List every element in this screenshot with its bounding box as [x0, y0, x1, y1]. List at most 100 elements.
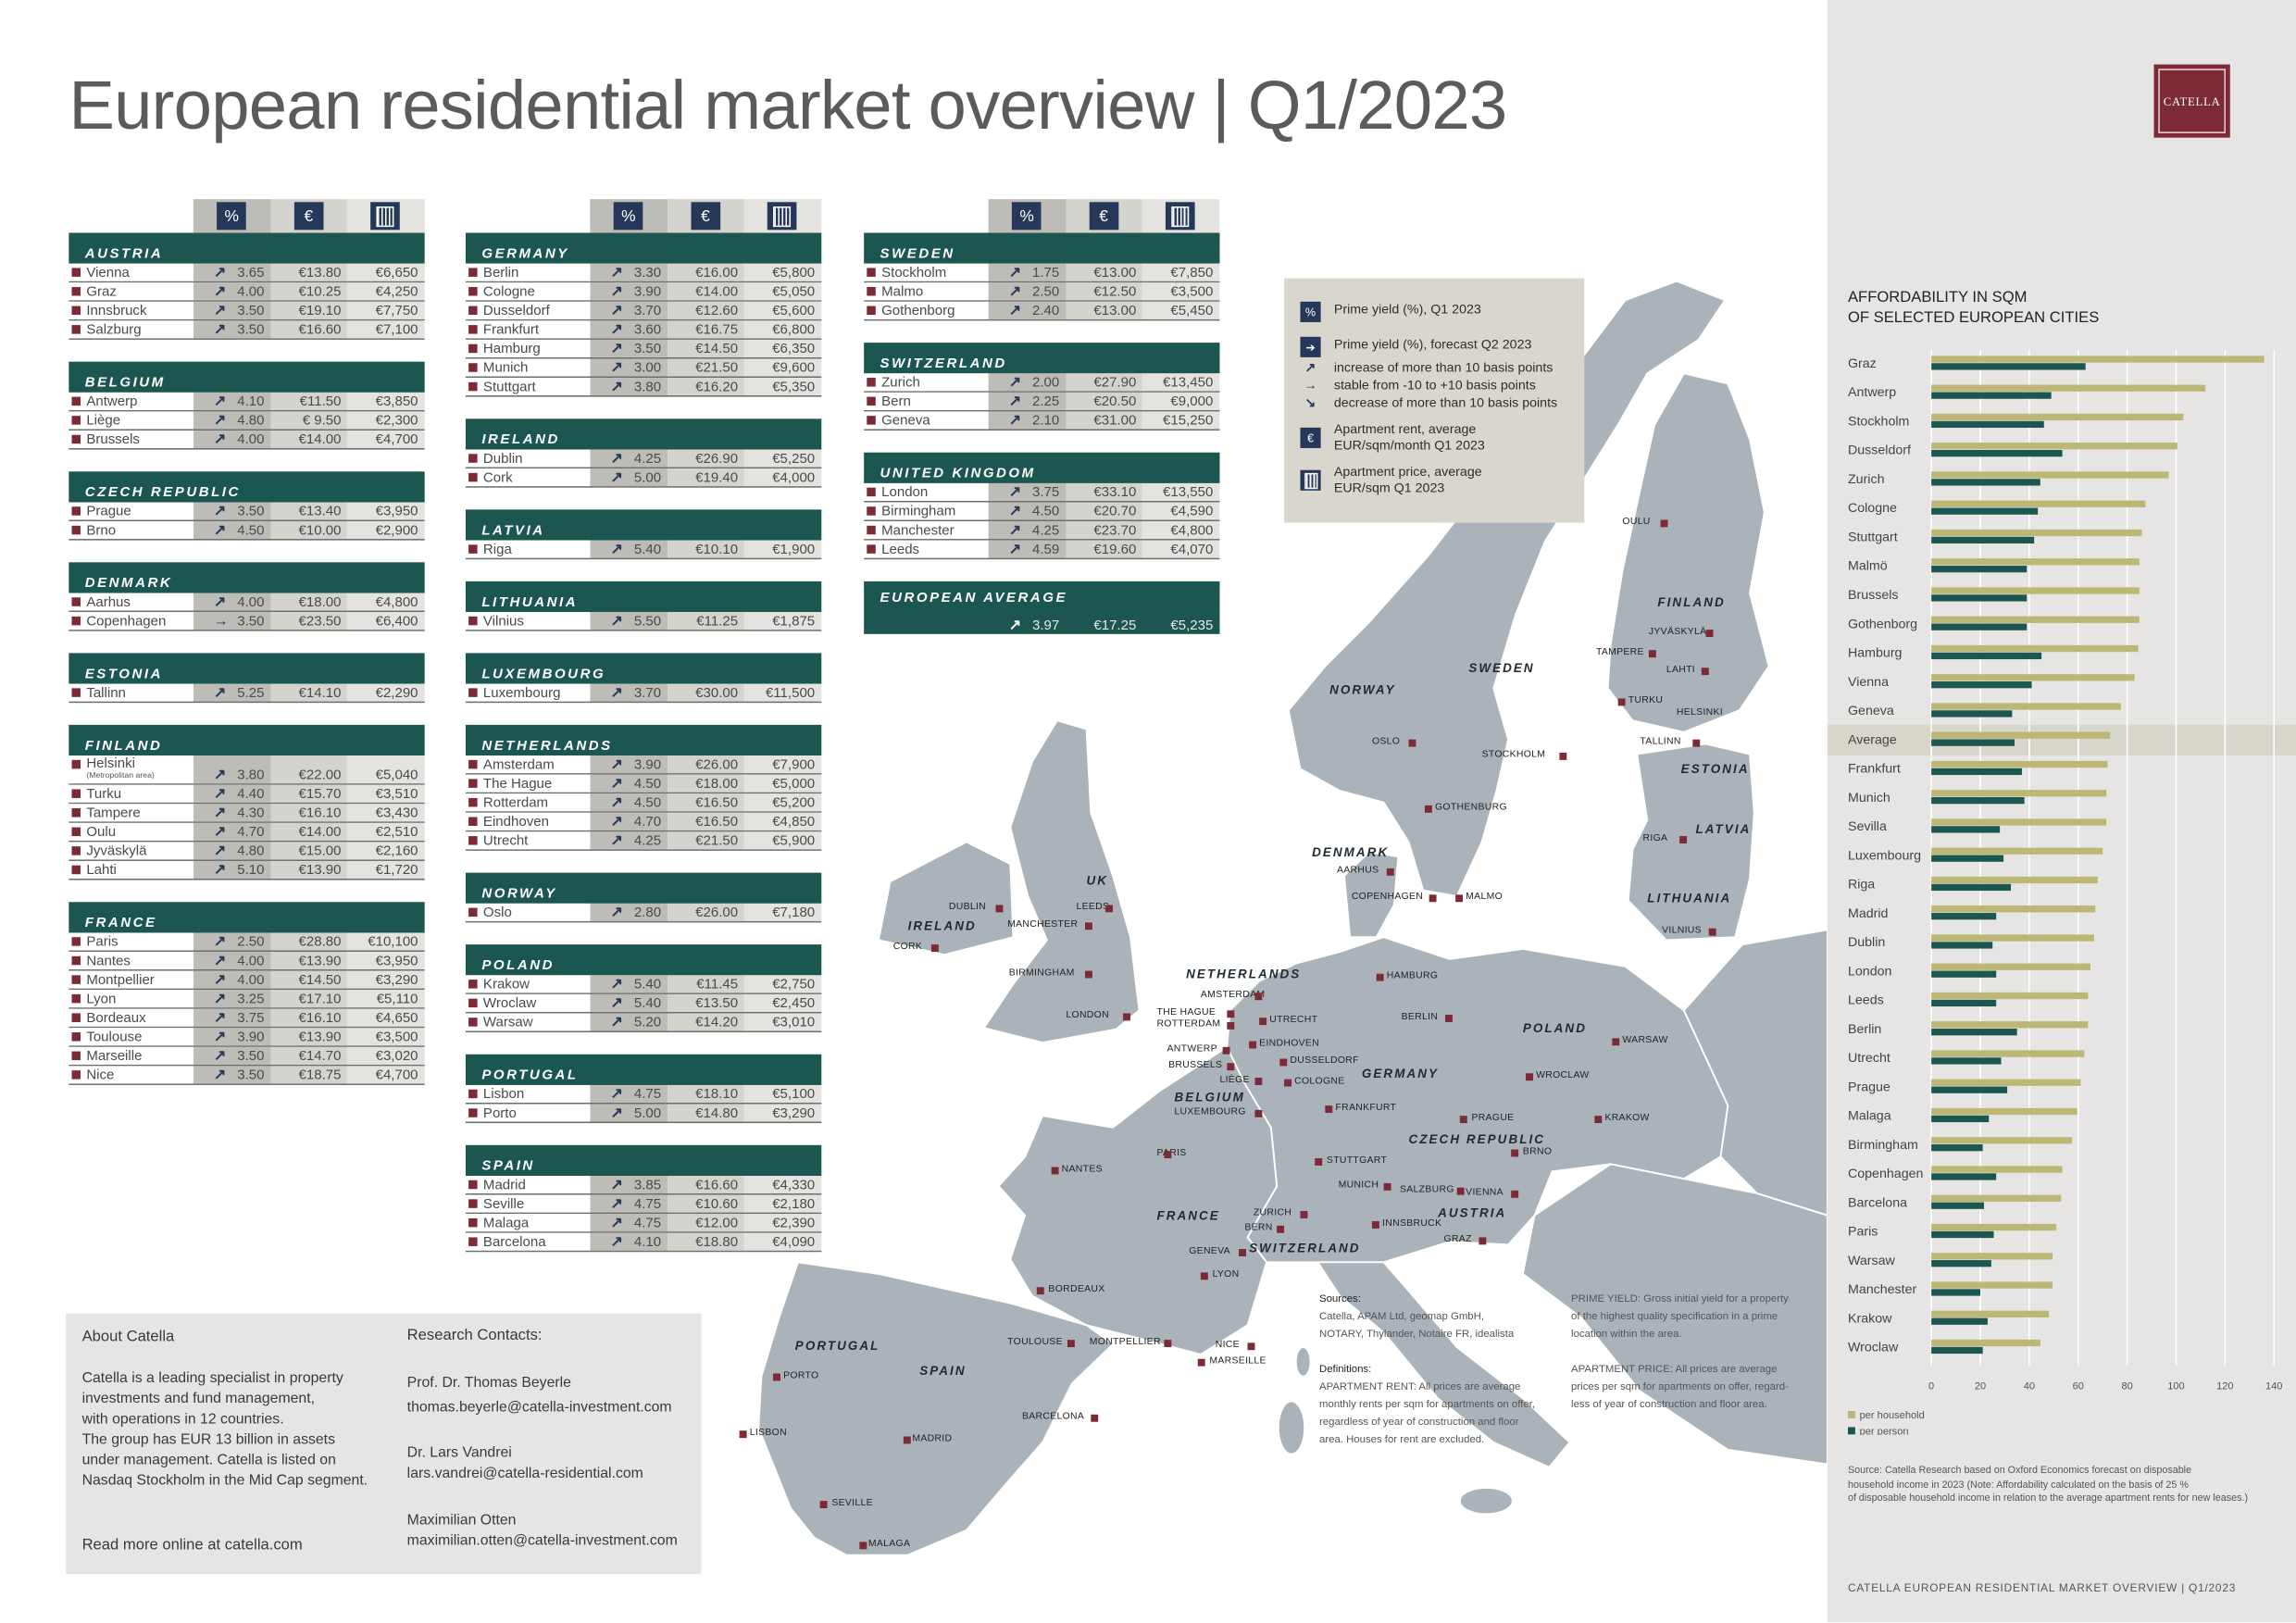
column-header: € — [1065, 199, 1142, 233]
rent-cell: €13.90 — [269, 860, 347, 879]
table-row: Antwerp ↗ 4.10 €11.50 €3,850 — [69, 392, 425, 412]
map-city-label: ROTTERDAM — [1156, 1018, 1221, 1030]
bar-per-person — [1931, 797, 2025, 805]
map-land-balkans — [1521, 1163, 1828, 1466]
city-cell: Salzburg — [69, 320, 193, 339]
city-marker-icon — [468, 998, 478, 1008]
price-cell: €7,100 — [346, 320, 424, 339]
price-cell: €4,700 — [346, 430, 424, 448]
price-cell: €2,300 — [346, 411, 424, 430]
city-name: Manchester — [881, 521, 955, 539]
prime-yield-cell: ↗ 4.10 — [590, 1232, 668, 1251]
column-header — [346, 199, 424, 233]
city-marker-icon — [71, 416, 81, 425]
arrow-up-icon: ↗ — [213, 431, 227, 448]
arrow-up-icon: ↗ — [1008, 393, 1021, 410]
rent-cell: €10.10 — [667, 540, 744, 558]
prime-yield-value: 5.40 — [633, 995, 662, 1012]
prime-yield-cell: ↗ 4.25 — [590, 831, 668, 850]
arrow-up-icon: ↗ — [1008, 265, 1021, 281]
table-row: Liège ↗ 4.80 € 9.50 €2,300 — [69, 411, 425, 431]
rent-cell: €13.00 — [1065, 301, 1142, 319]
prime-yield-cell: ↗ 1.75 — [988, 263, 1066, 281]
chart-source: Source: Catella Research based on Oxford… — [1847, 1466, 2249, 1504]
catella-logo[interactable]: CATELLA — [2153, 64, 2230, 138]
city-marker-icon — [1526, 1073, 1533, 1081]
city-cell: Vienna — [69, 263, 193, 281]
category-label: London — [1848, 964, 1891, 979]
contact-email[interactable]: lars.vandrei@catella-residential.com — [406, 1466, 643, 1482]
prime-yield-value: 4.30 — [237, 805, 265, 822]
price-cell: €7,750 — [346, 301, 424, 319]
rent-cell: €10.00 — [269, 521, 347, 540]
city-name: Tampere — [86, 805, 141, 821]
map-city-label: BERN — [1244, 1222, 1273, 1233]
category-label: Warsaw — [1848, 1254, 1896, 1268]
definitions-heading: Definitions: — [1319, 1361, 1372, 1376]
city-marker-icon — [468, 836, 478, 845]
map-country-label: UK — [1086, 872, 1109, 888]
building-icon — [370, 202, 401, 231]
prime-yield-cell: ↗ 2.50 — [988, 282, 1066, 301]
price-cell: €1,900 — [743, 540, 821, 558]
prime-yield-cell: ↗ 3.50 — [193, 502, 270, 520]
price-cell: €3,500 — [1142, 282, 1219, 301]
bar-per-person — [1931, 681, 2032, 689]
bar-per-household — [1931, 443, 2177, 450]
prime-yield-cell: ↗ 4.50 — [590, 793, 668, 812]
map-country-label: DENMARK — [1312, 844, 1390, 860]
table-row: Salzburg ↗ 3.50 €16.60 €7,100 — [69, 320, 425, 340]
city-marker-icon — [468, 688, 478, 697]
city-name: Brussels — [86, 431, 140, 448]
euro-icon: € — [691, 202, 720, 231]
contact-email[interactable]: thomas.beyerle@catella-investment.com — [406, 1400, 672, 1417]
legend-increase-label: increase of more than 10 basis points — [1333, 360, 1554, 375]
bar-per-household — [1931, 790, 2107, 797]
bar-per-household — [1931, 963, 2090, 970]
prime-yield-value: 4.00 — [237, 283, 265, 301]
read-more-link[interactable]: Read more online at catella.com — [81, 1536, 303, 1554]
city-subtitle: (Metropolitan area) — [86, 771, 155, 780]
x-tick-label: 0 — [1928, 1380, 1934, 1392]
bar-per-household — [1931, 1223, 2056, 1231]
arrow-up-icon: ↗ — [610, 905, 623, 921]
map-city-label: RIGA — [1642, 832, 1668, 844]
table-row: Lyon ↗ 3.25 €17.10 €5,110 — [69, 990, 425, 1009]
city-name: Liège — [86, 412, 121, 429]
bar-per-person — [1931, 536, 2035, 544]
arrow-up-icon: ↗ — [610, 283, 623, 301]
table-row: Nantes ↗ 4.00 €13.90 €3,950 — [69, 952, 425, 971]
contact-email[interactable]: maximilian.otten@catella-investment.com — [406, 1532, 678, 1550]
country-table: CZECH REPUBLIC Prague ↗ 3.50 €13.40 €3,950 Brn… — [69, 471, 425, 541]
table-row: Malaga ↗ 4.75 €12.00 €2,390 — [465, 1214, 822, 1233]
city-marker-icon — [859, 1542, 867, 1550]
city-marker-icon — [867, 544, 876, 554]
bar-per-person — [1931, 1346, 1983, 1355]
column-header — [743, 199, 821, 233]
category-label: Cologne — [1848, 501, 1897, 516]
arrow-up-icon: ↗ — [610, 756, 623, 774]
city-name: Birmingham — [881, 503, 956, 519]
city-cell: Porto — [465, 1104, 591, 1122]
city-name: Marseille — [86, 1047, 143, 1065]
prime-yield-cell: ↗ 4.50 — [988, 502, 1066, 520]
price-cell: €4,650 — [346, 1008, 424, 1027]
city-marker-icon — [1617, 698, 1626, 706]
rent-cell: €17.10 — [269, 990, 347, 1008]
rent-cell: €26.90 — [667, 449, 744, 468]
city-name: London — [881, 483, 929, 501]
map-city-label: BARCELONA — [1021, 1411, 1085, 1422]
category-label: Average — [1848, 732, 1897, 747]
city-cell: Warsaw — [465, 1013, 591, 1031]
city-marker-icon — [468, 381, 478, 392]
city-marker-icon — [468, 1180, 478, 1190]
city-marker-icon — [1386, 868, 1394, 876]
prime-yield-cell: ↗ 4.75 — [590, 1084, 668, 1103]
right-panel — [1827, 0, 2296, 1623]
map-city-label: VIENNA — [1466, 1187, 1504, 1198]
city-marker-icon — [71, 865, 81, 875]
bar-per-household — [1931, 384, 2206, 392]
prime-yield-value: 3.90 — [237, 1029, 265, 1046]
country-table: BELGIUM Antwerp ↗ 4.10 €11.50 €3,850 Liège ↗ 4.8… — [69, 361, 425, 450]
european-average: EUROPEAN AVERAGE ↗ 3.97 €17.25 €5,235 — [864, 581, 1220, 634]
